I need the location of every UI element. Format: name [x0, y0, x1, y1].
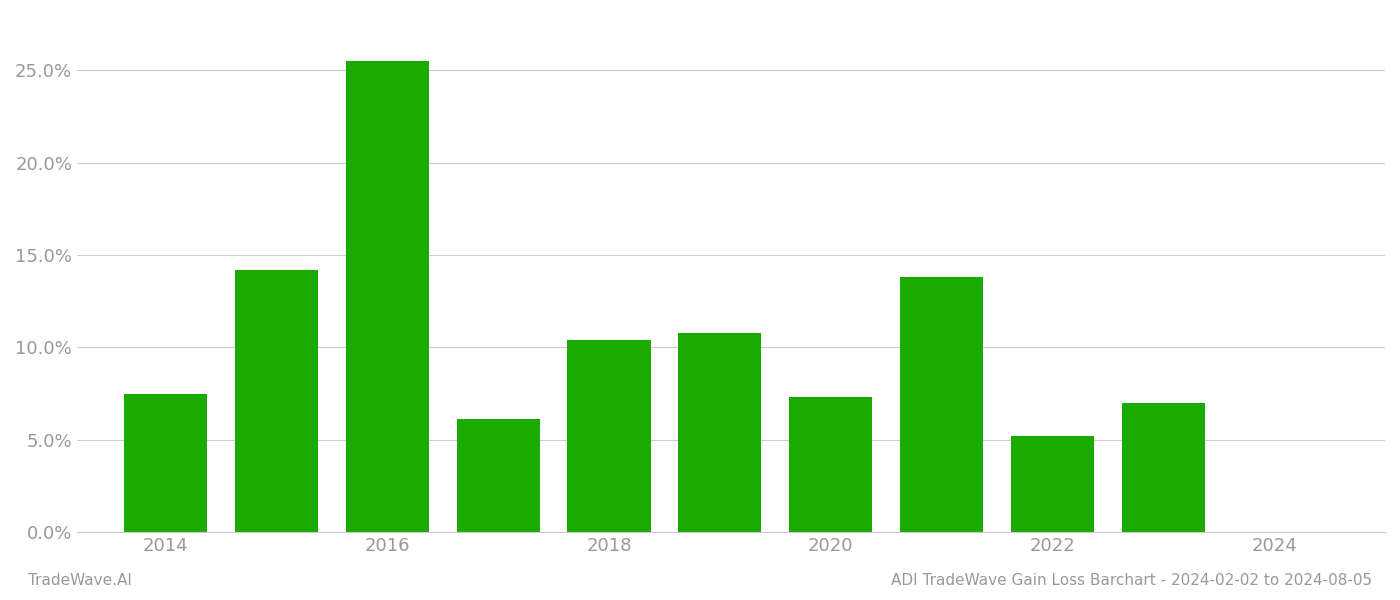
- Bar: [679, 332, 762, 532]
- Bar: [456, 419, 540, 532]
- Bar: [567, 340, 651, 532]
- Text: ADI TradeWave Gain Loss Barchart - 2024-02-02 to 2024-08-05: ADI TradeWave Gain Loss Barchart - 2024-…: [890, 573, 1372, 588]
- Bar: [900, 277, 983, 532]
- Bar: [346, 61, 428, 532]
- Bar: [1011, 436, 1093, 532]
- Bar: [125, 394, 207, 532]
- Bar: [790, 397, 872, 532]
- Bar: [1121, 403, 1205, 532]
- Text: TradeWave.AI: TradeWave.AI: [28, 573, 132, 588]
- Bar: [235, 270, 318, 532]
